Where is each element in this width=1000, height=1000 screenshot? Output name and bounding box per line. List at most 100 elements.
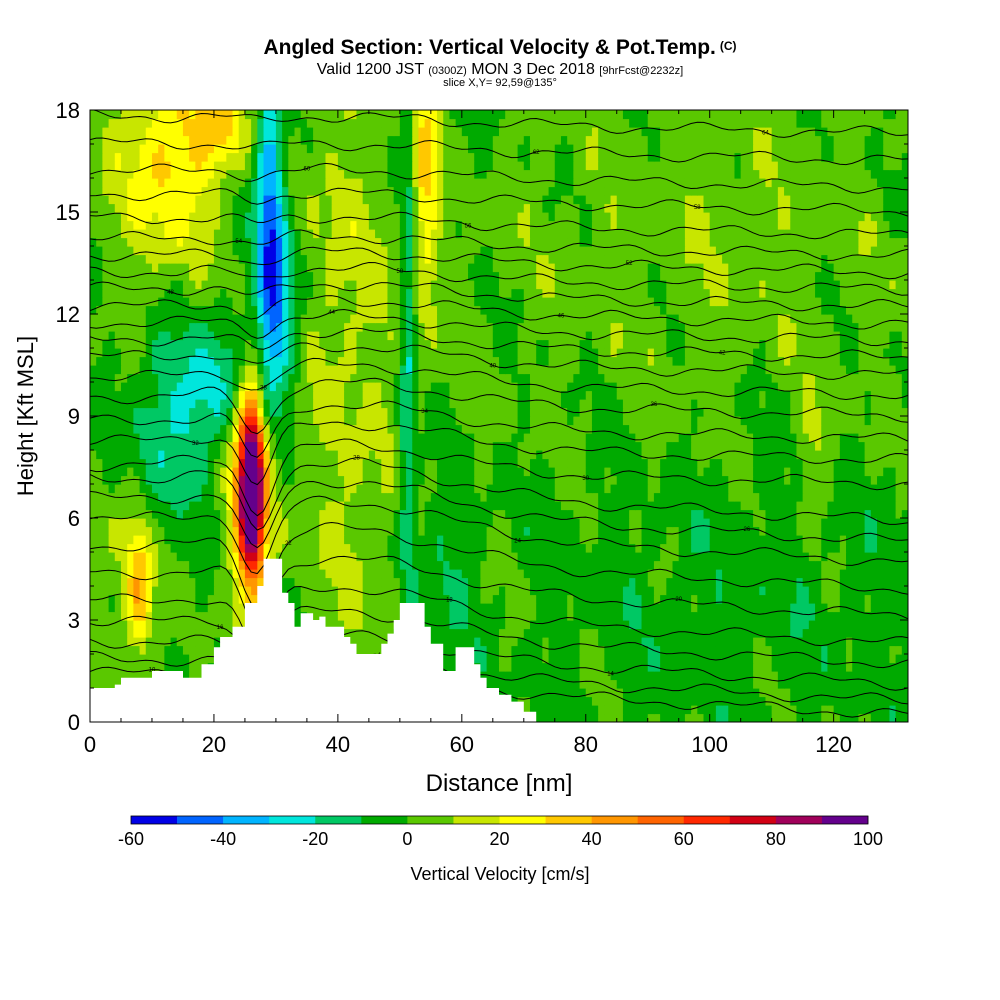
velocity-cell bbox=[176, 577, 184, 587]
velocity-cell bbox=[474, 535, 482, 545]
velocity-cell bbox=[424, 620, 432, 630]
velocity-cell bbox=[523, 679, 531, 689]
velocity-cell bbox=[362, 458, 370, 468]
velocity-cell bbox=[220, 577, 227, 587]
velocity-cell bbox=[746, 637, 754, 647]
velocity-cell bbox=[691, 543, 698, 553]
velocity-cell bbox=[604, 475, 612, 485]
velocity-cell bbox=[449, 424, 457, 434]
velocity-cell bbox=[870, 679, 878, 689]
velocity-cell bbox=[195, 509, 203, 519]
velocity-cell bbox=[195, 484, 203, 494]
velocity-cell bbox=[734, 467, 742, 477]
velocity-cell bbox=[889, 560, 897, 570]
velocity-cell bbox=[387, 475, 395, 485]
velocity-cell bbox=[114, 577, 122, 587]
velocity-cell bbox=[251, 543, 258, 553]
velocity-cell bbox=[275, 492, 283, 502]
velocity-cell bbox=[288, 407, 296, 417]
velocity-cell bbox=[443, 662, 451, 672]
velocity-cell bbox=[653, 424, 661, 434]
velocity-cell bbox=[257, 577, 265, 587]
velocity-cell bbox=[616, 620, 624, 630]
velocity-cell bbox=[344, 441, 351, 451]
velocity-cell bbox=[635, 458, 643, 468]
velocity-cell bbox=[560, 671, 568, 681]
velocity-cell bbox=[114, 407, 122, 417]
velocity-cell bbox=[406, 569, 413, 579]
velocity-cell bbox=[691, 696, 698, 706]
velocity-cell bbox=[846, 526, 853, 536]
velocity-cell bbox=[666, 560, 674, 570]
velocity-cell bbox=[474, 645, 482, 655]
velocity-cell bbox=[753, 518, 760, 528]
velocity-cell bbox=[145, 458, 153, 468]
velocity-cell bbox=[703, 671, 711, 681]
velocity-cell bbox=[777, 475, 785, 485]
velocity-cell bbox=[846, 628, 853, 638]
velocity-cell bbox=[120, 484, 128, 494]
velocity-cell bbox=[511, 671, 519, 681]
velocity-cell bbox=[437, 535, 444, 545]
velocity-cell bbox=[412, 467, 420, 477]
velocity-cell bbox=[325, 526, 333, 536]
velocity-cell bbox=[796, 654, 804, 664]
velocity-cell bbox=[846, 441, 853, 451]
velocity-cell bbox=[201, 416, 209, 426]
velocity-cell bbox=[852, 705, 860, 715]
velocity-cell bbox=[486, 509, 494, 519]
velocity-cell bbox=[622, 441, 630, 451]
velocity-cell bbox=[777, 509, 785, 519]
velocity-cell bbox=[765, 552, 773, 562]
velocity-cell bbox=[102, 543, 110, 553]
velocity-cell bbox=[660, 560, 667, 570]
velocity-cell bbox=[827, 492, 835, 502]
velocity-cell bbox=[771, 407, 779, 417]
velocity-cell bbox=[684, 645, 692, 655]
velocity-cell bbox=[808, 628, 816, 638]
velocity-cell bbox=[195, 662, 203, 672]
velocity-cell bbox=[499, 535, 506, 545]
velocity-cell bbox=[660, 713, 667, 722]
velocity-cell bbox=[666, 654, 674, 664]
velocity-cell bbox=[616, 628, 624, 638]
velocity-cell bbox=[313, 424, 320, 434]
velocity-cell bbox=[306, 484, 314, 494]
velocity-cell bbox=[585, 654, 593, 664]
velocity-cell bbox=[344, 458, 351, 468]
velocity-cell bbox=[251, 450, 258, 460]
velocity-cell bbox=[802, 509, 810, 519]
velocity-cell bbox=[660, 416, 667, 426]
velocity-cell bbox=[523, 705, 531, 715]
velocity-cell bbox=[889, 577, 897, 587]
velocity-cell bbox=[635, 484, 643, 494]
velocity-cell bbox=[511, 458, 519, 468]
velocity-cell bbox=[672, 458, 680, 468]
velocity-cell bbox=[449, 450, 457, 460]
velocity-cell bbox=[226, 611, 234, 621]
velocity-cell bbox=[337, 611, 345, 621]
velocity-cell bbox=[468, 577, 475, 587]
velocity-cell bbox=[145, 399, 153, 409]
velocity-cell bbox=[232, 501, 240, 511]
velocity-cell bbox=[133, 560, 141, 570]
velocity-cell bbox=[430, 458, 438, 468]
velocity-cell bbox=[573, 552, 581, 562]
velocity-cell bbox=[895, 620, 903, 630]
velocity-cell bbox=[176, 424, 184, 434]
velocity-cell bbox=[474, 433, 482, 443]
velocity-cell bbox=[393, 518, 401, 528]
velocity-cell bbox=[96, 611, 103, 621]
velocity-cell bbox=[709, 620, 717, 630]
velocity-cell bbox=[833, 620, 841, 630]
velocity-cell bbox=[753, 458, 760, 468]
velocity-cell bbox=[120, 637, 128, 647]
velocity-cell bbox=[647, 637, 655, 647]
velocity-cell bbox=[734, 713, 742, 722]
velocity-cell bbox=[362, 424, 370, 434]
velocity-cell bbox=[201, 543, 209, 553]
velocity-cell bbox=[554, 543, 562, 553]
velocity-cell bbox=[728, 603, 736, 613]
velocity-cell bbox=[517, 475, 525, 485]
velocity-cell bbox=[232, 484, 240, 494]
